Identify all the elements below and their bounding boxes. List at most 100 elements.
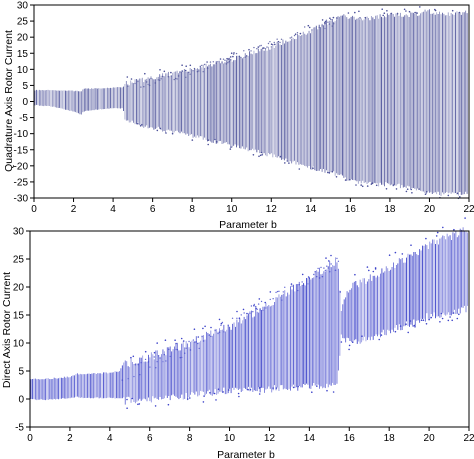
- bottom-orbit-point: [131, 397, 134, 400]
- top-orbit-point: [456, 192, 459, 195]
- top-orbit-point: [139, 125, 142, 127]
- top-orbit-point: [333, 23, 335, 25]
- top-orbit-point: [233, 52, 235, 54]
- bottom-orbit-point: [275, 387, 278, 389]
- top-orbit-point: [405, 10, 407, 12]
- top-orbit-point: [227, 58, 230, 60]
- bottom-y-axis-label: Direct Axis Rotor Current: [1, 272, 13, 388]
- top-orbit-point: [174, 77, 177, 80]
- bottom-orbit-point: [282, 291, 284, 293]
- bottom-orbit-point: [410, 244, 412, 246]
- top-y-tick-label: 10: [17, 65, 29, 76]
- bottom-x-axis: 0 2 4 6 8 10 12 14 16 18 20 22: [27, 427, 474, 444]
- bottom-orbit-point: [348, 348, 350, 351]
- top-orbit-point: [360, 184, 363, 186]
- top-orbit-point: [199, 65, 201, 68]
- top-orbit-point: [176, 78, 178, 80]
- top-orbit-point: [294, 33, 297, 35]
- bottom-orbit-point: [223, 331, 225, 333]
- top-orbit-point: [206, 61, 208, 63]
- bottom-y-tick-label: 5: [18, 367, 24, 378]
- bottom-orbit-point: [144, 358, 147, 361]
- top-orbit-point: [358, 10, 360, 13]
- top-x-tick-label: 4: [110, 204, 116, 215]
- bottom-orbit-point: [291, 285, 293, 287]
- bottom-orbit-point: [256, 308, 258, 310]
- top-orbit-point: [229, 148, 232, 150]
- bottom-orbit-point: [209, 392, 211, 394]
- bottom-orbit-point: [297, 385, 299, 388]
- bottom-x-tick-label: 16: [344, 433, 356, 444]
- bottom-y-tick-label: 0: [18, 395, 24, 406]
- bottom-orbit-point: [323, 267, 325, 269]
- bottom-orbit-point: [149, 366, 151, 368]
- top-orbit-point: [167, 76, 170, 78]
- bottom-orbit-point: [249, 312, 251, 314]
- bottom-y-tick-label: -5: [15, 423, 24, 434]
- top-orbit-point: [274, 43, 276, 46]
- bottom-orbit-point: [215, 399, 217, 401]
- top-y-tick-label: 20: [17, 33, 29, 44]
- top-orbit-point: [272, 44, 274, 46]
- bottom-orbit-point: [236, 310, 238, 313]
- top-orbit-point: [296, 32, 299, 34]
- top-orbit-point: [144, 72, 146, 75]
- bottom-orbit-point: [337, 260, 340, 262]
- top-orbit-point: [270, 46, 273, 48]
- bottom-orbit-point: [321, 276, 324, 278]
- bottom-orbit-point: [255, 307, 257, 310]
- top-orbit-point: [392, 184, 395, 186]
- bottom-orbit-point: [202, 327, 204, 330]
- top-orbit-point: [207, 139, 209, 141]
- top-orbit-point: [147, 83, 149, 86]
- top-y-tick-label: 25: [17, 17, 29, 28]
- top-orbit-point: [395, 188, 398, 190]
- top-orbit-point: [141, 123, 143, 126]
- top-orbit-point: [328, 172, 331, 174]
- top-orbit-point: [222, 58, 225, 60]
- bottom-orbit-point: [157, 355, 160, 357]
- bottom-orbit-point: [313, 273, 315, 276]
- top-orbit-point: [159, 79, 161, 81]
- top-orbit-point: [177, 75, 180, 77]
- top-orbit-point: [381, 8, 384, 10]
- bottom-orbit-point: [394, 251, 397, 254]
- bottom-orbit-point: [222, 391, 224, 393]
- top-orbit-point: [332, 16, 335, 19]
- bottom-orbit-point: [175, 348, 177, 351]
- top-orbit-point: [434, 9, 437, 12]
- top-orbit-point: [414, 11, 416, 14]
- bottom-x-axis-label: Parameter b: [217, 449, 275, 459]
- top-orbit-point: [286, 160, 289, 162]
- top-orbit-point: [215, 141, 218, 143]
- bottom-orbit-point: [250, 305, 253, 307]
- top-orbit-point: [331, 25, 333, 27]
- bottom-orbit-point: [368, 269, 370, 272]
- top-y-axis-label: Quadrature Axis Rotor Current: [3, 30, 15, 172]
- bottom-orbit-point: [231, 317, 234, 319]
- bottom-orbit-point: [193, 328, 196, 331]
- bottom-orbit-point: [275, 291, 277, 294]
- bottom-orbit-point: [137, 403, 139, 406]
- top-orbit-point: [266, 46, 268, 48]
- top-orbit-point: [451, 9, 454, 12]
- top-orbit-point: [202, 71, 204, 73]
- bottom-orbit-point: [311, 391, 313, 394]
- top-orbit-point: [403, 8, 406, 11]
- top-x-tick-label: 0: [31, 204, 37, 215]
- top-orbit-point: [390, 12, 392, 15]
- top-orbit-point: [226, 57, 228, 60]
- top-orbit-point: [447, 194, 450, 197]
- bottom-orbit-point: [188, 340, 190, 343]
- top-y-tick-label: -25: [14, 177, 29, 188]
- bottom-orbit-point: [269, 298, 271, 301]
- bottom-orbit-point: [153, 356, 155, 358]
- bottom-x-tick-label: 10: [224, 433, 236, 444]
- top-orbit-point: [225, 63, 228, 65]
- top-orbit-point: [227, 62, 229, 64]
- top-orbit-point: [179, 71, 181, 74]
- top-orbit-point: [355, 184, 357, 186]
- top-orbit-point: [145, 81, 148, 83]
- top-y-tick-label: 5: [22, 81, 28, 92]
- top-x-tick-label: 20: [424, 204, 436, 215]
